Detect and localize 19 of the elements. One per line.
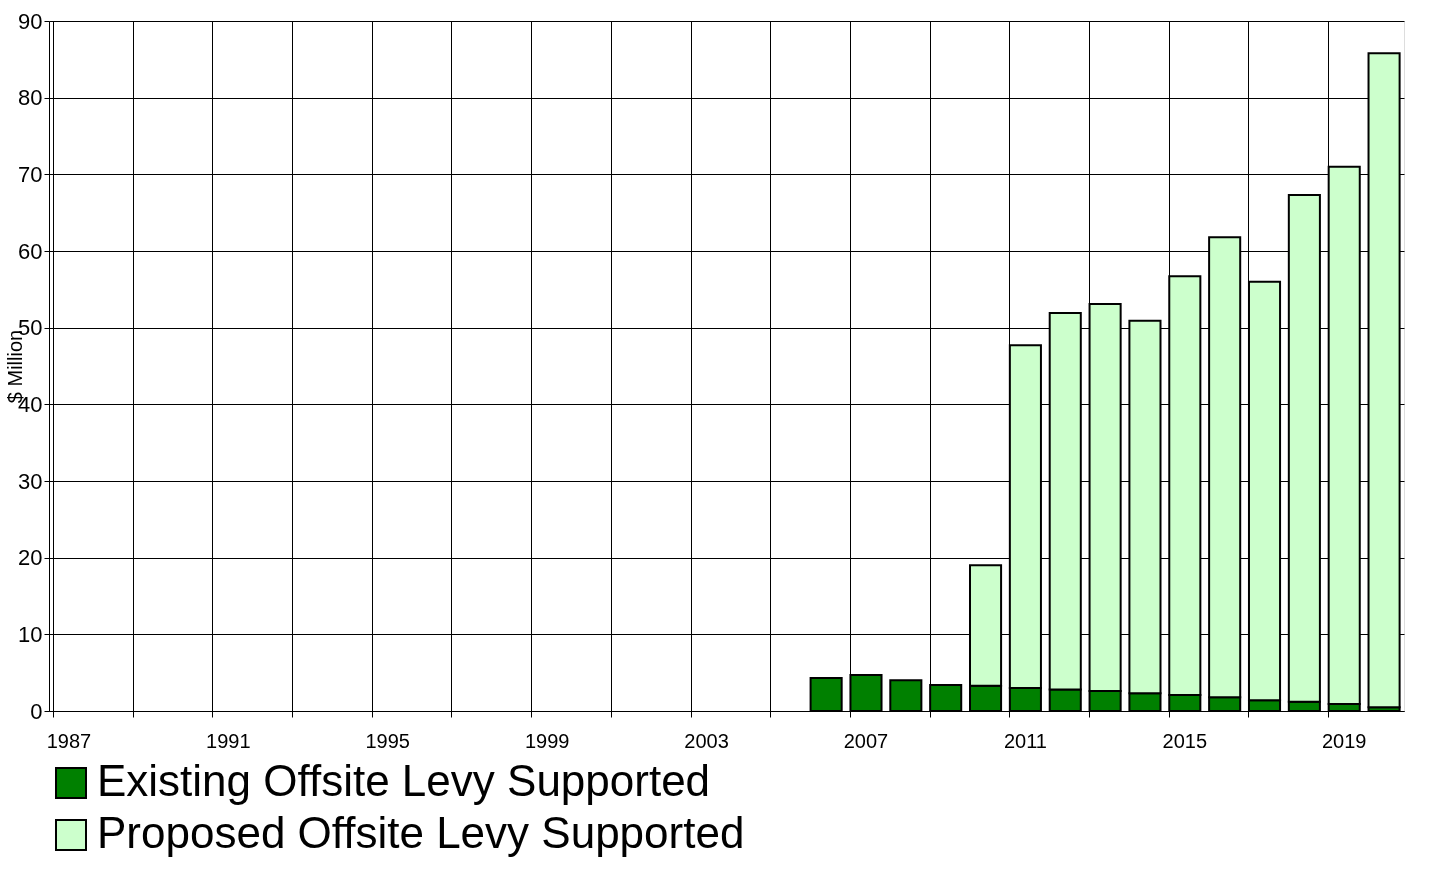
x-tick-label: 1991 (206, 729, 251, 752)
x-tick-label: 1987 (46, 729, 92, 752)
y-tick-label: 30 (18, 468, 43, 494)
x-tick-label: 1999 (524, 729, 570, 752)
legend-label: Proposed Offsite Levy Supported (97, 808, 745, 857)
x-tick-label: 2011 (1003, 729, 1047, 752)
x-tick-label: 2003 (684, 729, 729, 752)
x-tick-label: 1995 (365, 729, 410, 752)
y-tick-label: 90 (18, 8, 43, 34)
x-tick-label: 2015 (1162, 729, 1208, 752)
y-tick-label: 70 (18, 161, 43, 187)
y-tick-label: 20 (18, 545, 43, 571)
y-tick-label: 10 (18, 621, 43, 647)
y-tick-label: 0 (30, 698, 43, 724)
legend-label: Existing Offsite Levy Supported (97, 756, 711, 805)
x-tick-label: 2019 (1321, 729, 1367, 752)
y-tick-label: 80 (18, 85, 43, 111)
y-tick-label: 60 (18, 238, 43, 264)
x-tick-label: 2007 (843, 729, 889, 752)
